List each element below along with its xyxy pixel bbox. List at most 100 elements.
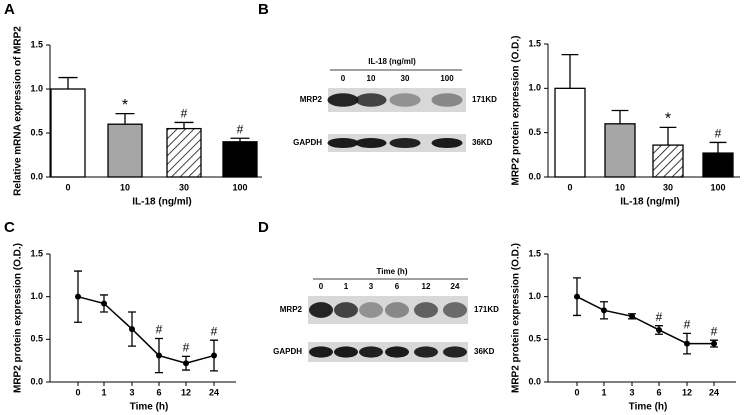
bar xyxy=(50,88,86,178)
y-tick-label: 1.0 xyxy=(528,83,541,93)
point xyxy=(183,360,189,367)
error-bar xyxy=(561,53,579,89)
x-tick-label: 10 xyxy=(615,182,625,192)
lane-label: 24 xyxy=(451,282,460,291)
y-tick-label: 0.0 xyxy=(528,171,541,181)
error-bar xyxy=(115,112,135,125)
x-axis-label: Time (h) xyxy=(130,402,169,413)
lane-label: 10 xyxy=(367,74,376,83)
bar xyxy=(652,144,684,178)
blot-band xyxy=(355,137,387,149)
lane-label: 3 xyxy=(369,282,374,291)
blot-band xyxy=(385,302,409,318)
y-tick-label: 0.5 xyxy=(30,334,43,344)
bar xyxy=(604,123,636,178)
x-axis-label: Time (h) xyxy=(629,402,668,413)
y-tick-label: 0.0 xyxy=(30,376,43,386)
error-bar xyxy=(611,109,629,124)
blot-band xyxy=(389,93,421,107)
panel-letter: B xyxy=(258,1,269,18)
blot-header: IL-18 (ng/ml) xyxy=(368,57,416,66)
x-tick-label: 24 xyxy=(709,387,719,397)
blot-band xyxy=(443,346,467,358)
row-label: GAPDH xyxy=(273,347,302,356)
lane-label: 1 xyxy=(344,282,349,291)
bar xyxy=(107,123,143,178)
y-tick-label: 1.5 xyxy=(30,248,43,258)
blot-band xyxy=(309,346,333,358)
x-tick-label: 100 xyxy=(232,182,247,192)
x-axis-label: IL-18 (ng/ml) xyxy=(132,197,191,208)
significance-mark: # xyxy=(156,323,163,337)
x-tick-label: 30 xyxy=(663,182,673,192)
significance-mark: # xyxy=(181,107,188,121)
lane-label: 0 xyxy=(319,282,324,291)
bar xyxy=(554,87,586,178)
bar xyxy=(222,141,258,178)
blot-header: Time (h) xyxy=(377,267,408,276)
y-tick-label: 1.5 xyxy=(528,38,541,48)
y-tick-label: 1.0 xyxy=(30,83,43,93)
blot-band xyxy=(431,137,463,149)
lane-label: 30 xyxy=(401,74,410,83)
y-tick-label: 1.5 xyxy=(30,39,43,49)
lane-label: 100 xyxy=(440,74,454,83)
point xyxy=(711,340,717,347)
blot-band xyxy=(385,346,409,358)
y-tick-label: 0.5 xyxy=(528,127,541,137)
significance-mark: # xyxy=(715,127,722,141)
y-axis-label: MRP2 protein expression (O.D.) xyxy=(511,243,522,393)
y-tick-label: 0.0 xyxy=(528,376,541,386)
x-tick-label: 0 xyxy=(75,387,80,397)
point xyxy=(211,352,217,359)
significance-mark: # xyxy=(656,310,663,324)
size-label: 171KD xyxy=(472,95,497,104)
y-tick-label: 1.0 xyxy=(30,291,43,301)
x-tick-label: 30 xyxy=(179,182,189,192)
lane-label: 12 xyxy=(422,282,431,291)
blot-band xyxy=(327,93,359,107)
line xyxy=(77,295,215,365)
panel-letter: A xyxy=(4,1,15,18)
size-label: 171KD xyxy=(474,305,499,314)
bar xyxy=(702,152,734,178)
y-tick-label: 1.0 xyxy=(528,291,541,301)
blot-band xyxy=(334,302,358,318)
size-label: 36KD xyxy=(474,347,495,356)
point xyxy=(629,313,635,320)
point xyxy=(601,307,607,314)
x-tick-label: 6 xyxy=(156,387,161,397)
point xyxy=(129,326,135,333)
point xyxy=(75,293,81,300)
significance-mark: # xyxy=(237,122,244,136)
x-tick-label: 100 xyxy=(710,182,725,192)
blot-band xyxy=(355,93,387,107)
point xyxy=(684,340,690,347)
x-tick-label: 24 xyxy=(209,387,219,397)
error-bar xyxy=(659,126,677,146)
error-bar xyxy=(174,121,194,129)
x-tick-label: 0 xyxy=(65,182,70,192)
blot-band xyxy=(414,302,438,318)
x-tick-label: 6 xyxy=(656,387,661,397)
x-tick-label: 10 xyxy=(120,182,130,192)
lane-label: 0 xyxy=(341,74,346,83)
y-axis-label: MRP2 protein expression (O.D.) xyxy=(13,243,24,393)
x-tick-label: 0 xyxy=(574,387,579,397)
bar xyxy=(166,127,202,178)
blot-band xyxy=(443,302,467,318)
x-axis-label: IL-18 (ng/ml) xyxy=(620,197,679,208)
panel-letter: C xyxy=(4,219,15,236)
x-tick-label: 12 xyxy=(682,387,692,397)
significance-mark: # xyxy=(684,318,691,332)
y-tick-label: 0.5 xyxy=(528,334,541,344)
y-axis-label: Relative mRNA expression of MRP2 xyxy=(13,26,24,196)
x-tick-label: 0 xyxy=(567,182,572,192)
blot-band xyxy=(389,137,421,149)
x-tick-label: 1 xyxy=(101,387,106,397)
significance-mark: # xyxy=(183,341,190,355)
significance-mark: # xyxy=(711,324,718,338)
size-label: 36KD xyxy=(472,138,493,147)
row-label: GAPDH xyxy=(293,138,322,147)
